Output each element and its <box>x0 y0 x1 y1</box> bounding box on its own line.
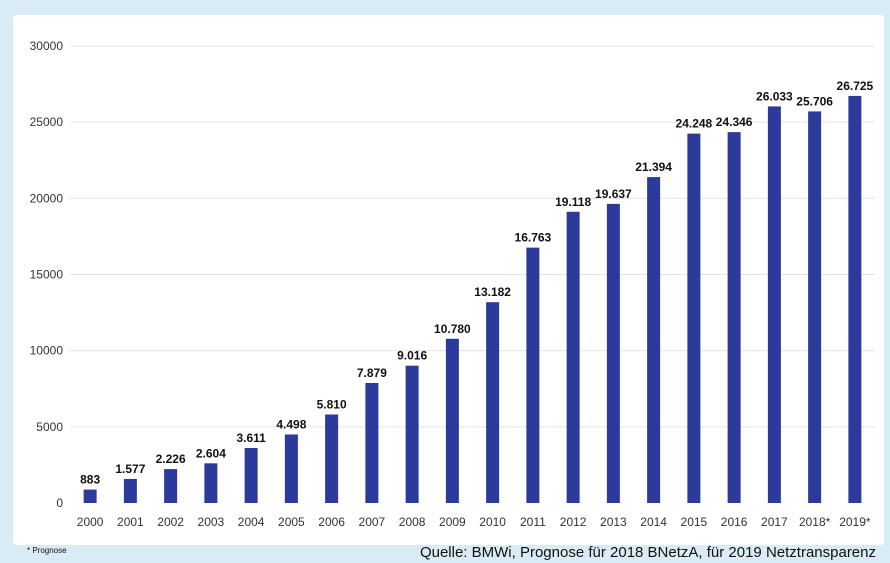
data-label: 2.226 <box>156 452 186 466</box>
bar-2015 <box>687 133 701 503</box>
bar-2000 <box>83 489 97 503</box>
y-tick-label: 30000 <box>30 39 64 53</box>
x-tick-label: 2012 <box>560 515 587 529</box>
data-label: 4.498 <box>276 417 306 431</box>
x-tick-label: 2007 <box>359 515 386 529</box>
bar-2012 <box>566 211 580 503</box>
data-label: 19.637 <box>595 187 632 201</box>
data-label: 24.248 <box>676 117 713 131</box>
bar-2001 <box>123 478 137 503</box>
bar-2018 <box>808 111 822 504</box>
x-tick-label: 2019* <box>839 515 871 529</box>
data-label: 7.879 <box>357 366 387 380</box>
x-tick-label: 2018* <box>799 515 831 529</box>
data-label: 13.182 <box>474 285 511 299</box>
bar-2003 <box>204 463 218 503</box>
y-tick-label: 20000 <box>30 191 64 205</box>
data-label: 25.706 <box>796 94 833 108</box>
data-label: 3.611 <box>236 431 266 445</box>
y-tick-label: 0 <box>56 496 63 510</box>
data-label: 1.577 <box>115 462 145 476</box>
data-label: 5.810 <box>317 397 347 411</box>
bar-2014 <box>647 177 661 503</box>
x-tick-label: 2015 <box>681 515 708 529</box>
data-label: 21.394 <box>635 160 672 174</box>
x-tick-label: 2010 <box>479 515 506 529</box>
data-label: 16.763 <box>515 231 552 245</box>
chart-frame: 0 5000 10000 15000 20000 25000 30000 883 2000 1.5… <box>13 15 884 545</box>
x-tick-label: 2003 <box>198 515 225 529</box>
data-label: 26.033 <box>756 89 793 103</box>
x-tick-label: 2001 <box>117 515 144 529</box>
data-label: 2.604 <box>196 446 226 460</box>
x-tick-label: 2005 <box>278 515 305 529</box>
x-tick-label: 2011 <box>520 515 546 529</box>
bar-2009 <box>445 338 459 503</box>
bar-2004 <box>244 447 258 503</box>
data-label: 10.780 <box>434 322 471 336</box>
bar-2017 <box>767 106 781 503</box>
data-label: 9.016 <box>397 349 427 363</box>
bar-2013 <box>606 203 620 503</box>
x-tick-label: 2017 <box>761 515 788 529</box>
bar-2002 <box>164 469 178 503</box>
x-tick-label: 2000 <box>77 515 104 529</box>
y-tick-label: 10000 <box>30 344 64 358</box>
x-tick-label: 2004 <box>238 515 265 529</box>
prognose-footnote: * Prognose <box>27 546 67 555</box>
x-tick-label: 2008 <box>399 515 426 529</box>
bar-2005 <box>284 434 298 503</box>
source-note: Quelle: BMWi, Prognose für 2018 BNetzA, … <box>419 544 876 561</box>
bar-2011 <box>526 247 540 503</box>
bar-2016 <box>727 132 741 503</box>
data-label: 26.725 <box>837 79 874 93</box>
data-label: 883 <box>80 473 100 487</box>
x-tick-label: 2002 <box>157 515 184 529</box>
bar-2006 <box>325 414 339 503</box>
bar-2007 <box>365 382 379 503</box>
x-tick-label: 2016 <box>721 515 748 529</box>
x-tick-label: 2014 <box>640 515 667 529</box>
bar-2010 <box>486 302 500 503</box>
x-tick-label: 2006 <box>318 515 345 529</box>
data-label: 24.346 <box>716 115 753 129</box>
bar-2019 <box>848 95 862 504</box>
y-tick-label: 25000 <box>30 115 64 129</box>
x-tick-label: 2013 <box>600 515 627 529</box>
x-tick-label: 2009 <box>439 515 466 529</box>
y-tick-label: 15000 <box>30 268 64 282</box>
bar-2008 <box>405 365 419 503</box>
y-tick-label: 5000 <box>36 420 63 434</box>
bar-chart: 0 5000 10000 15000 20000 25000 30000 883 2000 1.5… <box>30 39 875 529</box>
data-label: 19.118 <box>555 195 591 209</box>
